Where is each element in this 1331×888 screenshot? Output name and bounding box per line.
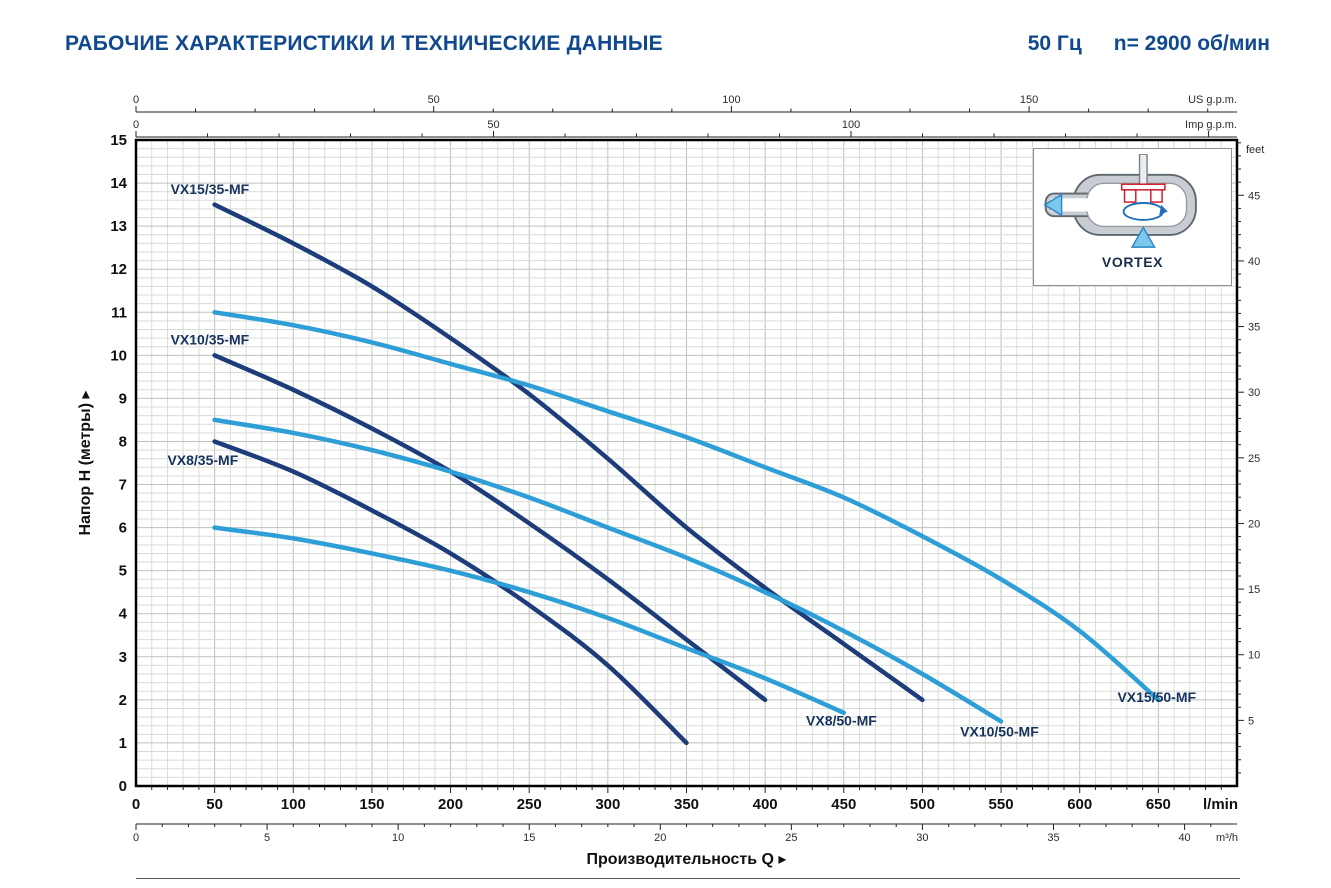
svg-text:200: 200	[438, 796, 463, 813]
svg-text:100: 100	[842, 119, 860, 131]
svg-text:40: 40	[1248, 256, 1260, 268]
vortex-inset: VORTEX	[1033, 148, 1232, 286]
svg-text:0: 0	[133, 119, 139, 131]
svg-text:400: 400	[753, 796, 778, 813]
svg-text:5: 5	[264, 832, 270, 844]
svg-text:feet: feet	[1246, 144, 1264, 156]
svg-text:50: 50	[487, 119, 499, 131]
svg-text:20: 20	[654, 832, 666, 844]
svg-text:45: 45	[1248, 190, 1260, 202]
svg-text:450: 450	[831, 796, 856, 813]
svg-text:1: 1	[119, 735, 127, 752]
svg-text:14: 14	[110, 175, 127, 192]
m3h-axis: 0 5 10 15 20 25 30 35 40 m³/h	[133, 823, 1238, 844]
pump-cross-section-diagram	[1043, 154, 1197, 248]
y-axis-title: Напор H (метры) ▸	[77, 390, 94, 535]
curve-VX8/50-MF	[212, 525, 847, 716]
svg-text:13: 13	[110, 218, 127, 235]
svg-text:10: 10	[110, 347, 127, 364]
svg-text:0: 0	[132, 796, 140, 813]
svg-text:100: 100	[722, 94, 740, 106]
inflow-arrow-icon	[1130, 225, 1156, 248]
svg-text:150: 150	[1020, 94, 1038, 106]
page-title: РАБОЧИЕ ХАРАКТЕРИСТИКИ И ТЕХНИЧЕСКИЕ ДАН…	[65, 32, 663, 55]
svg-text:25: 25	[1248, 453, 1260, 465]
svg-text:50: 50	[428, 94, 440, 106]
svg-text:Imp g.p.m.: Imp g.p.m.	[1185, 119, 1237, 131]
svg-text:m³/h: m³/h	[1216, 832, 1238, 844]
pump-outlet-cavity	[1051, 198, 1097, 212]
curve-VX15/50-MF	[212, 310, 1161, 703]
x-axis-title: Производительность Q ▸	[587, 851, 787, 868]
header-specs: 50 Гц n= 2900 об/мин	[1028, 32, 1270, 56]
svg-text:100: 100	[281, 796, 306, 813]
svg-text:35: 35	[1248, 322, 1260, 334]
svg-text:30: 30	[916, 832, 928, 844]
feet-axis: 5 10 15 20 25 30 35 40 45 feet	[1237, 142, 1264, 774]
svg-text:35: 35	[1047, 832, 1059, 844]
svg-text:50: 50	[206, 796, 223, 813]
svg-text:15: 15	[1248, 584, 1260, 596]
svg-text:20: 20	[1248, 518, 1260, 530]
svg-text:10: 10	[1248, 650, 1260, 662]
flow-arrowhead-icon	[1159, 204, 1168, 216]
svg-text:11: 11	[111, 304, 127, 321]
curve-VX10/35-MF	[212, 353, 768, 703]
curve-label-VX10/35-MF: VX10/35-MF	[171, 332, 250, 348]
curve-VX8/35-MF	[212, 439, 689, 746]
speed-label: n= 2900 об/мин	[1113, 32, 1270, 55]
svg-text:0: 0	[133, 832, 139, 844]
curve-label-VX8/35-MF: VX8/35-MF	[167, 452, 238, 468]
impeller-blade-left	[1123, 189, 1137, 203]
outflow-arrow-icon	[1043, 193, 1063, 217]
curve-label-VX15/35-MF: VX15/35-MF	[171, 181, 250, 197]
svg-text:15: 15	[523, 832, 535, 844]
svg-text:5: 5	[119, 563, 127, 580]
impeller-blade-right	[1150, 189, 1163, 203]
svg-text:650: 650	[1146, 796, 1171, 813]
curve-label-VX10/50-MF: VX10/50-MF	[960, 723, 1039, 739]
svg-text:250: 250	[517, 796, 542, 813]
curve-VX15/35-MF	[212, 202, 925, 703]
lmin-axis: 0 50 100 150 200 250 300 350 400 450 500 550 600 650 l…	[132, 786, 1238, 813]
svg-text:4: 4	[119, 606, 128, 623]
pump-shaft	[1138, 154, 1148, 189]
curve-labels: VX15/35-MF VX10/35-MF VX8/35-MF VX15/50-MF V…	[167, 181, 1196, 740]
svg-text:3: 3	[119, 649, 127, 666]
curve-label-VX8/50-MF: VX8/50-MF	[806, 713, 877, 729]
svg-text:500: 500	[910, 796, 935, 813]
svg-text:15: 15	[110, 132, 127, 149]
svg-text:10: 10	[392, 832, 404, 844]
svg-text:7: 7	[119, 477, 127, 494]
svg-text:600: 600	[1067, 796, 1092, 813]
page-header: РАБОЧИЕ ХАРАКТЕРИСТИКИ И ТЕХНИЧЕСКИЕ ДАН…	[65, 32, 1270, 56]
svg-text:300: 300	[595, 796, 620, 813]
svg-text:8: 8	[119, 433, 127, 450]
svg-text:0: 0	[119, 778, 127, 795]
svg-text:5: 5	[1248, 715, 1254, 727]
svg-text:40: 40	[1178, 832, 1190, 844]
curve-VX10/50-MF	[212, 417, 1004, 724]
curves	[212, 202, 1161, 746]
svg-text:6: 6	[119, 520, 127, 537]
svg-text:350: 350	[674, 796, 699, 813]
svg-text:US g.p.m.: US g.p.m.	[1188, 94, 1237, 106]
svg-text:l/min: l/min	[1203, 796, 1238, 813]
svg-text:550: 550	[989, 796, 1014, 813]
frequency-label: 50 Гц	[1027, 32, 1082, 55]
svg-text:9: 9	[119, 390, 127, 407]
svg-text:25: 25	[785, 832, 797, 844]
svg-text:12: 12	[110, 261, 127, 278]
top-axes: 0 50 100 150 US g.p.m. 0 50 100 Imp g.p.m.	[133, 94, 1237, 138]
svg-text:150: 150	[359, 796, 384, 813]
svg-text:30: 30	[1248, 387, 1260, 399]
svg-text:0: 0	[133, 94, 139, 106]
curve-label-VX15/50-MF: VX15/50-MF	[1117, 689, 1196, 705]
vortex-label: VORTEX	[1101, 254, 1164, 270]
impeller-top	[1120, 183, 1166, 191]
svg-text:2: 2	[119, 692, 127, 709]
